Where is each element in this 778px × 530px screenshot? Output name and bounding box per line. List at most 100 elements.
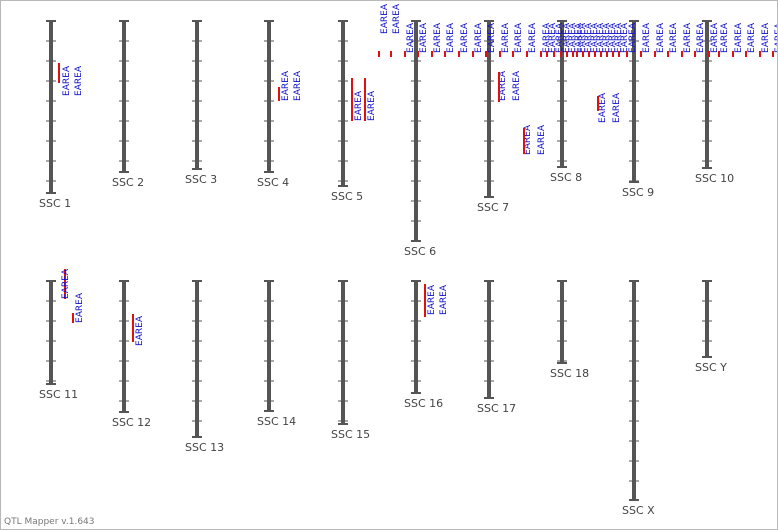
qtl-bar bbox=[576, 51, 578, 57]
qtl-bar bbox=[606, 51, 608, 57]
qtl-bar bbox=[64, 269, 66, 299]
qtl-bar bbox=[572, 51, 574, 57]
qtl-bar bbox=[566, 51, 568, 57]
qtl-bar bbox=[618, 51, 620, 57]
chromosome-label: SSC 7 bbox=[477, 201, 509, 214]
qtl-bar bbox=[417, 51, 419, 57]
chromosome-bar bbox=[705, 21, 709, 168]
qtl-label: EAREA bbox=[487, 22, 497, 53]
qtl-bar bbox=[546, 51, 548, 57]
qtl-label: EAREA bbox=[446, 22, 456, 53]
qtl-bar bbox=[654, 51, 656, 57]
qtl-label: EAREA bbox=[696, 22, 706, 53]
qtl-bar bbox=[378, 51, 380, 57]
qtl-label: EAREA bbox=[512, 70, 522, 101]
chromosome-label: SSC 5 bbox=[331, 190, 363, 203]
qtl-bar bbox=[540, 51, 542, 57]
qtl-bar bbox=[499, 51, 501, 57]
qtl-bar bbox=[612, 51, 614, 57]
qtl-label: EAREA bbox=[548, 22, 558, 53]
qtl-label: EAREA bbox=[747, 22, 757, 53]
qtl-label: EAREA bbox=[537, 124, 547, 155]
chromosome-bar bbox=[267, 281, 271, 411]
chromosome-label: SSC 8 bbox=[550, 171, 582, 184]
qtl-label: EAREA bbox=[710, 22, 720, 53]
qtl-label: EAREA bbox=[474, 22, 484, 53]
qtl-label: EAREA bbox=[578, 22, 588, 53]
qtl-label: EAREA bbox=[75, 292, 85, 323]
qtl-label: EAREA bbox=[380, 3, 390, 34]
chromosome-bar bbox=[267, 21, 271, 172]
chromosome-label: SSC 9 bbox=[622, 186, 654, 199]
qtl-label: EAREA bbox=[367, 90, 377, 121]
chromosome-label: SSC 2 bbox=[112, 176, 144, 189]
qtl-bar bbox=[390, 51, 392, 57]
qtl-label: EAREA bbox=[501, 22, 511, 53]
chromosome-bar bbox=[414, 281, 418, 393]
chromosome-bar bbox=[122, 281, 126, 412]
chromosome-bar bbox=[560, 21, 564, 167]
qtl-bar bbox=[732, 51, 734, 57]
chromosome-label: SSC 10 bbox=[695, 172, 734, 185]
qtl-label: EAREA bbox=[584, 22, 594, 53]
chromosome-label: SSC 15 bbox=[331, 428, 370, 441]
qtl-label: EAREA bbox=[568, 22, 578, 53]
qtl-label: EAREA bbox=[620, 22, 630, 53]
qtl-label: EAREA bbox=[761, 22, 771, 53]
qtl-label: EAREA bbox=[612, 92, 622, 123]
qtl-label: EAREA bbox=[542, 22, 552, 53]
qtl-label: EAREA bbox=[433, 22, 443, 53]
chromosome-label: SSC 4 bbox=[257, 176, 289, 189]
chromosome-label: SSC 17 bbox=[477, 402, 516, 415]
chromosome-label: SSC 6 bbox=[404, 245, 436, 258]
qtl-label: EAREA bbox=[608, 22, 618, 53]
chromosome-bar bbox=[705, 281, 709, 357]
qtl-bar bbox=[681, 51, 683, 57]
qtl-label: EAREA bbox=[598, 92, 608, 123]
qtl-bar bbox=[431, 51, 433, 57]
qtl-label: EAREA bbox=[683, 22, 693, 53]
qtl-bar bbox=[553, 51, 555, 57]
qtl-bar bbox=[597, 96, 599, 111]
qtl-bar bbox=[58, 63, 60, 83]
qtl-bar bbox=[526, 51, 528, 57]
qtl-bar bbox=[72, 313, 74, 323]
qtl-label: EAREA bbox=[614, 22, 624, 53]
qtl-bar bbox=[694, 51, 696, 57]
qtl-label: EAREA bbox=[427, 284, 437, 315]
qtl-bar bbox=[708, 51, 710, 57]
qtl-bar bbox=[512, 51, 514, 57]
qtl-bar bbox=[444, 51, 446, 57]
qtl-label: EAREA bbox=[656, 22, 666, 53]
qtl-label: EAREA bbox=[406, 22, 416, 53]
qtl-label: EAREA bbox=[574, 22, 584, 53]
qtl-label: EAREA bbox=[135, 315, 145, 346]
qtl-bar bbox=[772, 51, 774, 57]
chromosome-bar bbox=[341, 21, 345, 186]
qtl-label: EAREA bbox=[720, 22, 730, 53]
qtl-label: EAREA bbox=[590, 22, 600, 53]
qtl-bar bbox=[626, 51, 628, 57]
qtl-label: EAREA bbox=[392, 3, 402, 34]
chromosome-label: SSC 1 bbox=[39, 197, 71, 210]
qtl-label: EAREA bbox=[354, 90, 364, 121]
version-label: QTL Mapper v.1.643 bbox=[4, 517, 95, 527]
chromosome-label: SSC 18 bbox=[550, 367, 589, 380]
qtl-bar bbox=[745, 51, 747, 57]
qtl-label: EAREA bbox=[281, 70, 291, 101]
qtl-label: EAREA bbox=[419, 22, 429, 53]
qtl-label: EAREA bbox=[498, 70, 508, 101]
qtl-bar bbox=[582, 51, 584, 57]
chromosome-label: SSC Y bbox=[695, 361, 727, 374]
chromosome-bar bbox=[195, 21, 199, 169]
qtl-bar bbox=[759, 51, 761, 57]
chromosome-bar bbox=[560, 281, 564, 363]
qtl-bar bbox=[458, 51, 460, 57]
qtl-bar bbox=[594, 51, 596, 57]
chromosome-bar bbox=[487, 21, 491, 197]
qtl-bar bbox=[560, 51, 562, 57]
qtl-label: EAREA bbox=[596, 22, 606, 53]
chromosome-label: SSC X bbox=[622, 504, 655, 517]
chromosome-bar bbox=[49, 21, 53, 193]
